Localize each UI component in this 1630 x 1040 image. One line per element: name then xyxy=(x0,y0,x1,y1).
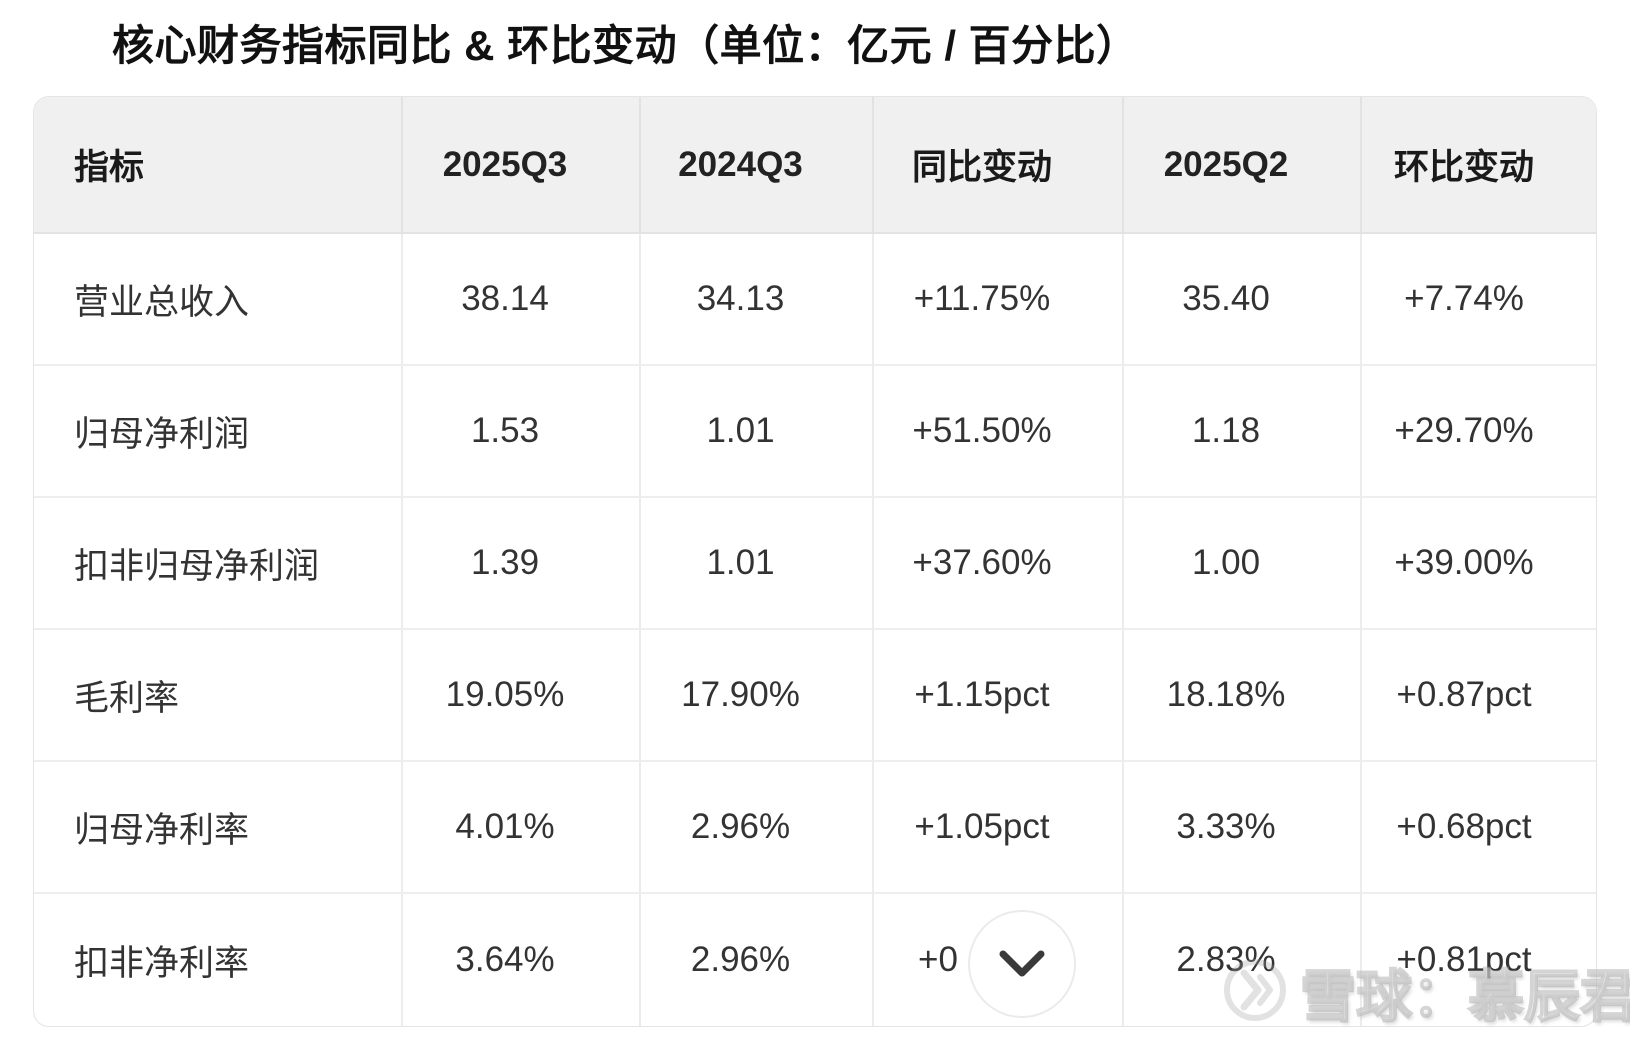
header-2025q2: 2025Q2 xyxy=(1124,97,1362,234)
table-cell: 2.96% xyxy=(641,762,874,894)
table-cell: 3.64% xyxy=(403,894,641,1026)
header-2024q3: 2024Q3 xyxy=(641,97,874,234)
table-cell: 2.83% xyxy=(1124,894,1362,1026)
table-cell: 17.90% xyxy=(641,630,874,762)
table-header-row: 指标 2025Q3 2024Q3 同比变动 2025Q2 环比变动 xyxy=(34,97,1596,234)
table-cell: 38.14 xyxy=(403,234,641,366)
header-metric: 指标 xyxy=(34,97,403,234)
table-cell: 1.53 xyxy=(403,366,641,498)
table-cell: +0.81pct xyxy=(1396,940,1532,979)
table-row-gross-margin: 毛利率 19.05% 17.90% +1.15pct 18.18% +0.87p… xyxy=(34,630,1596,762)
chevron-down-icon xyxy=(999,949,1045,979)
page-title: 核心财务指标同比 & 环比变动（单位：亿元 / 百分比） xyxy=(112,22,1139,69)
table-cell: +1.05pct xyxy=(874,762,1124,894)
expand-more-button[interactable] xyxy=(968,910,1076,1018)
table-cell: +29.70% xyxy=(1362,366,1596,498)
header-2025q3: 2025Q3 xyxy=(403,97,641,234)
table-cell: 2.96% xyxy=(641,894,874,1026)
table-cell: 35.40 xyxy=(1124,234,1362,366)
row-label: 毛利率 xyxy=(34,630,403,762)
table-row-net-profit: 归母净利润 1.53 1.01 +51.50% 1.18 +29.70% xyxy=(34,366,1596,498)
table-cell: +37.60% xyxy=(874,498,1124,630)
table-cell: 19.05% xyxy=(403,630,641,762)
table-cell: 1.00 xyxy=(1124,498,1362,630)
table-cell: 1.01 xyxy=(641,366,874,498)
table-cell: +0.68pct xyxy=(1362,762,1596,894)
header-qoq-change: 环比变动 xyxy=(1362,97,1596,234)
table-cell: +7.74% xyxy=(1362,234,1596,366)
partially-hidden-value: +0 xyxy=(918,940,958,979)
row-label: 营业总收入 xyxy=(34,234,403,366)
table-cell: 1.18 xyxy=(1124,366,1362,498)
table-cell: 34.13 xyxy=(641,234,874,366)
financial-metrics-table: 指标 2025Q3 2024Q3 同比变动 2025Q2 环比变动 营业总收入 … xyxy=(33,96,1597,1027)
row-label: 归母净利率 xyxy=(34,762,403,894)
table-cell: +0.87pct xyxy=(1362,630,1596,762)
table-cell: +1.15pct xyxy=(874,630,1124,762)
table-cell: +51.50% xyxy=(874,366,1124,498)
table-row-adjusted-net-margin: 扣非净利率 3.64% 2.96% +0 2.83% xyxy=(34,894,1596,1026)
table-cell: +11.75% xyxy=(874,234,1124,366)
row-label: 扣非归母净利润 xyxy=(34,498,403,630)
table-cell: 18.18% xyxy=(1124,630,1362,762)
table-row-net-margin: 归母净利率 4.01% 2.96% +1.05pct 3.33% +0.68pc… xyxy=(34,762,1596,894)
table-cell: +0 xyxy=(874,894,1124,1026)
row-label: 归母净利润 xyxy=(34,366,403,498)
table-cell: 4.01% xyxy=(403,762,641,894)
table-cell: 1.39 xyxy=(403,498,641,630)
table-cell: +39.00% xyxy=(1362,498,1596,630)
table-row-total-revenue: 营业总收入 38.14 34.13 +11.75% 35.40 +7.74% xyxy=(34,234,1596,366)
table-cell: 3.33% xyxy=(1124,762,1362,894)
table-row-adjusted-net-profit: 扣非归母净利润 1.39 1.01 +37.60% 1.00 +39.00% xyxy=(34,498,1596,630)
header-yoy-change: 同比变动 xyxy=(874,97,1124,234)
table-cell: 1.01 xyxy=(641,498,874,630)
row-label: 扣非净利率 xyxy=(34,894,403,1026)
